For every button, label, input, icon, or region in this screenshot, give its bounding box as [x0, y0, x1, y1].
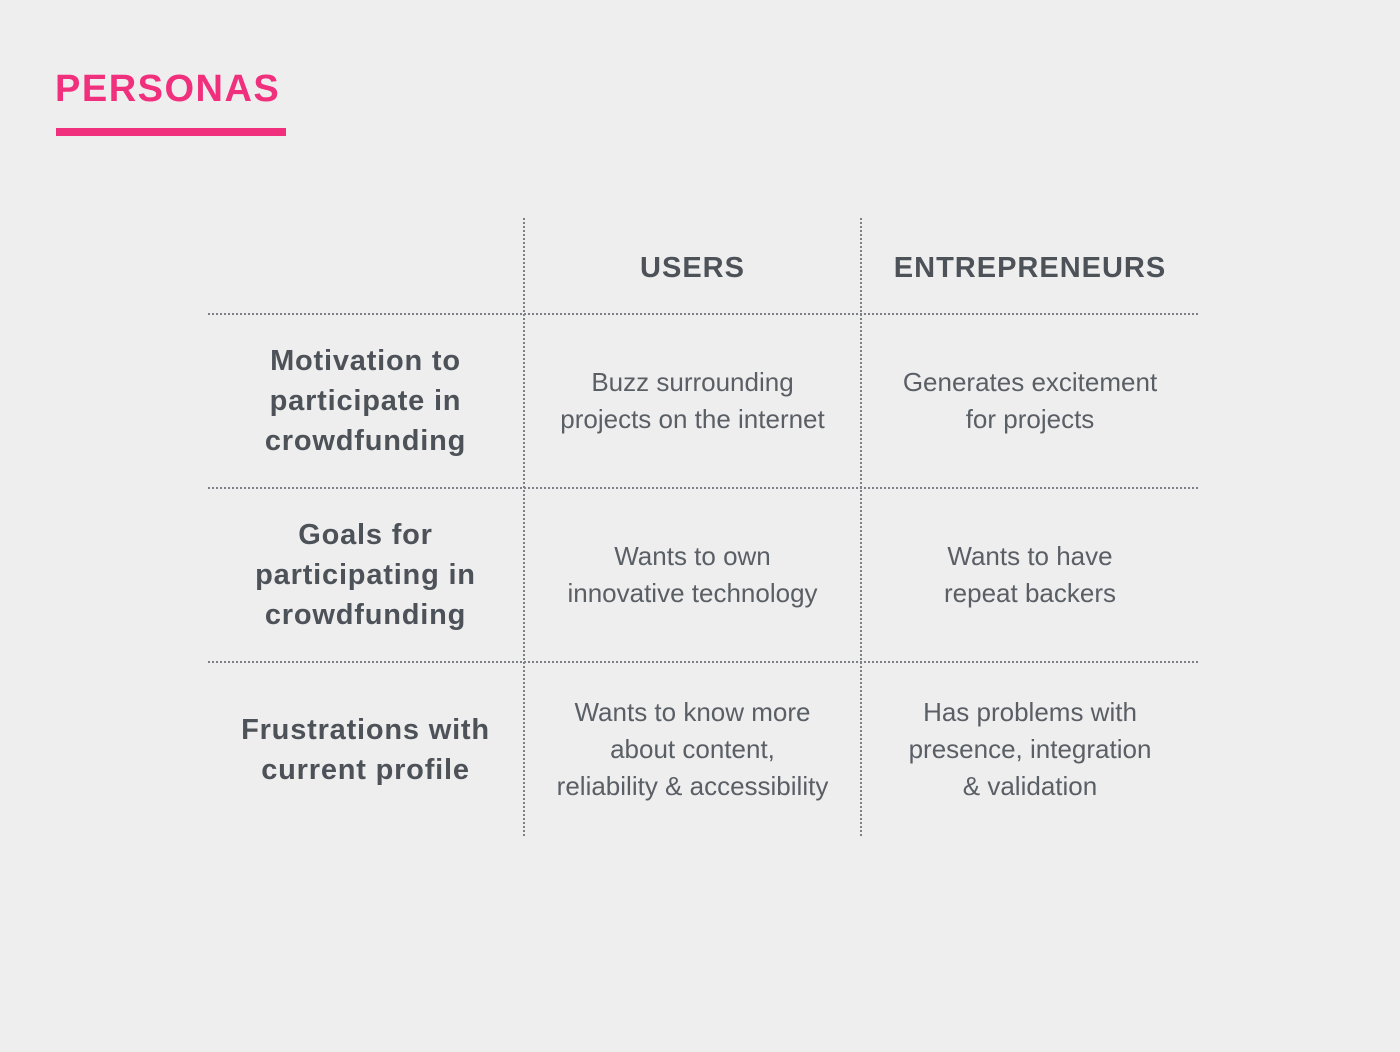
column-divider [860, 218, 862, 836]
cell-entrepreneurs-motivation: Generates excitement for projects [862, 315, 1198, 487]
title-underline [56, 128, 286, 136]
row-divider [208, 487, 1198, 489]
cell-text: Wants to have repeat backers [944, 541, 1116, 608]
cell-entrepreneurs-frustrations: Has problems with presence, integration … [862, 663, 1198, 836]
cell-text: Buzz surrounding projects on the interne… [560, 367, 825, 434]
cell-users-frustrations: Wants to know more about content, reliab… [525, 663, 860, 836]
row-label-motivation: Motivation to participate in crowdfundin… [208, 315, 523, 487]
row-divider [208, 661, 1198, 663]
row-divider [208, 313, 1198, 315]
column-divider [523, 218, 525, 836]
row-label-text: Goals for participating in crowdfunding [255, 519, 476, 631]
cell-users-motivation: Buzz surrounding projects on the interne… [525, 315, 860, 487]
column-header-label: USERS [640, 251, 745, 284]
column-header-users: USERS [525, 218, 860, 318]
row-label-frustrations: Frustrations with current profile [208, 663, 523, 836]
cell-text: Wants to know more about content, reliab… [556, 697, 829, 801]
page-title: PERSONAS [55, 68, 281, 110]
cell-entrepreneurs-goals: Wants to have repeat backers [862, 489, 1198, 661]
row-label-text: Motivation to participate in crowdfundin… [264, 345, 467, 457]
column-header-label: ENTREPRENEURS [893, 251, 1167, 284]
cell-text: Wants to own innovative technology [567, 541, 818, 608]
column-header-entrepreneurs: ENTREPRENEURS [862, 218, 1198, 318]
personas-table: USERS ENTREPRENEURS Motivation to partic… [208, 218, 1198, 836]
cell-text: Has problems with presence, integration … [908, 697, 1152, 801]
cell-users-goals: Wants to own innovative technology [525, 489, 860, 661]
cell-text: Generates excitement for projects [902, 367, 1158, 434]
row-label-text: Frustrations with current profile [241, 713, 490, 786]
row-label-goals: Goals for participating in crowdfunding [208, 489, 523, 661]
